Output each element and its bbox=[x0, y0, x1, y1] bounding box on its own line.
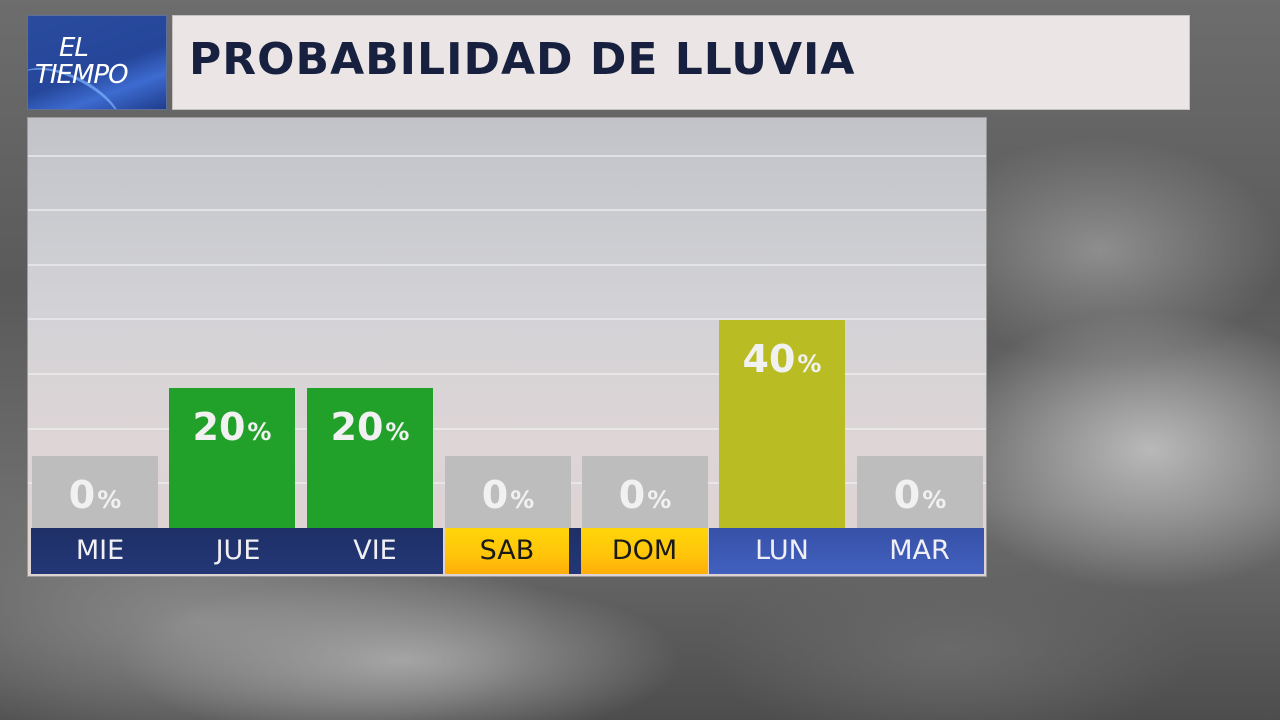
bar-value: 0% bbox=[893, 473, 947, 517]
bar-value: 0% bbox=[481, 473, 535, 517]
el-tiempo-logo: EL TIEMPO bbox=[27, 15, 167, 110]
bar-value: 20% bbox=[192, 405, 272, 449]
bar-mie: 0% bbox=[32, 456, 158, 528]
rain-probability-chart: 0% 20% 20% 0% 0% 40% 0% MIE JUE VIE SAB … bbox=[27, 117, 987, 577]
day-label-jue: JUE bbox=[169, 528, 307, 574]
bar-mar: 0% bbox=[857, 456, 983, 528]
day-label-lun: LUN bbox=[709, 528, 855, 574]
gridline bbox=[28, 318, 986, 320]
gridline bbox=[28, 209, 986, 211]
bar-value: 40% bbox=[742, 337, 822, 381]
bar-dom: 0% bbox=[582, 456, 708, 528]
bar-jue: 20% bbox=[169, 388, 295, 528]
bar-vie: 20% bbox=[307, 388, 433, 528]
title-banner: PROBABILIDAD DE LLUVIA bbox=[172, 15, 1190, 110]
day-label-mar: MAR bbox=[855, 528, 984, 574]
bar-value: 0% bbox=[68, 473, 122, 517]
day-label-dom: DOM bbox=[581, 528, 708, 574]
day-label-gap bbox=[569, 528, 581, 574]
bar-value: 0% bbox=[618, 473, 672, 517]
bar-lun: 40% bbox=[719, 320, 845, 528]
gridline bbox=[28, 373, 986, 375]
logo-text-line2: TIEMPO bbox=[35, 60, 129, 90]
day-label-vie: VIE bbox=[307, 528, 443, 574]
bar-sab: 0% bbox=[445, 456, 571, 528]
gridline bbox=[28, 264, 986, 266]
page-title: PROBABILIDAD DE LLUVIA bbox=[189, 34, 856, 85]
day-label-mie: MIE bbox=[31, 528, 169, 574]
bar-value: 20% bbox=[330, 405, 410, 449]
gridline bbox=[28, 155, 986, 157]
logo-text-line1: EL bbox=[59, 33, 89, 63]
gridline bbox=[28, 428, 986, 430]
day-label-sab: SAB bbox=[445, 528, 569, 574]
